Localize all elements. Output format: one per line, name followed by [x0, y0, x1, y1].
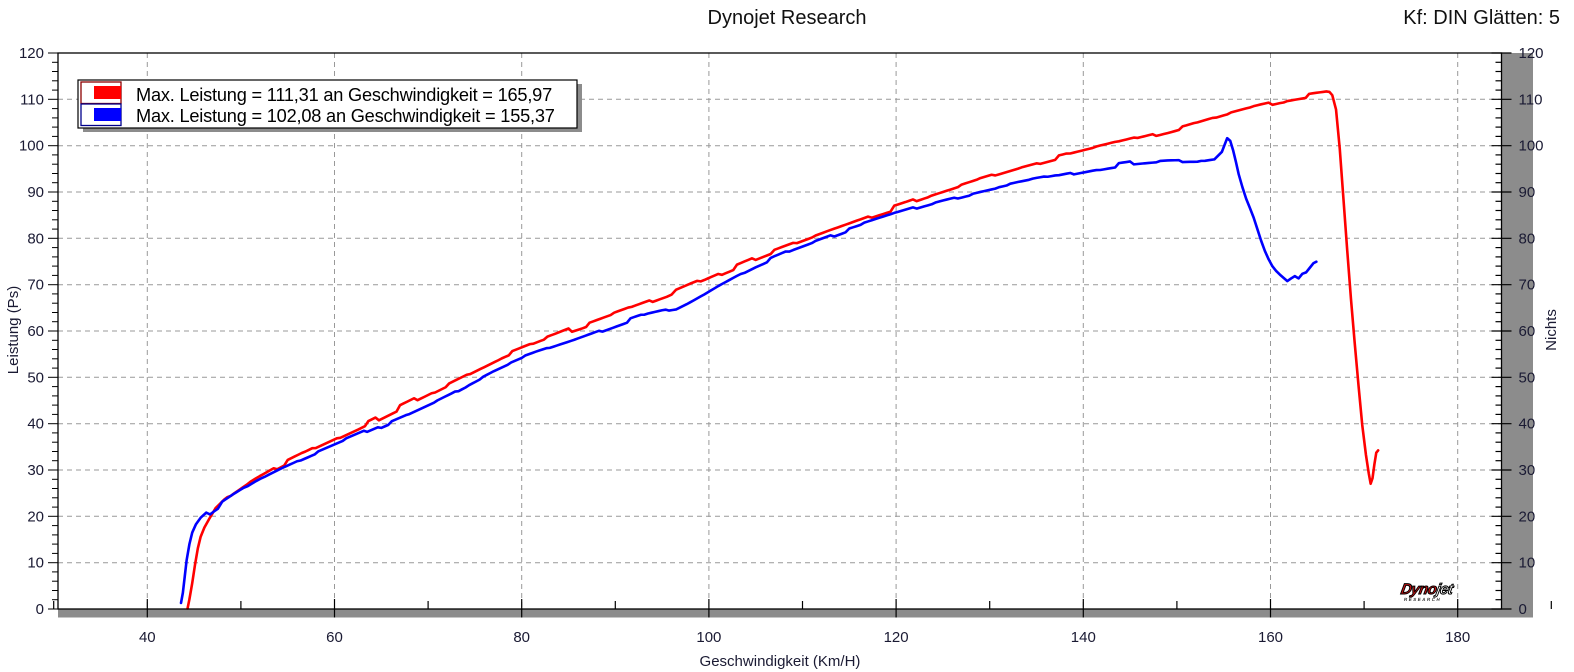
svg-text:120: 120 [884, 629, 909, 646]
svg-text:140: 140 [1071, 629, 1096, 646]
svg-text:60: 60 [326, 629, 343, 646]
svg-text:80: 80 [27, 230, 44, 247]
svg-text:40: 40 [139, 629, 156, 646]
svg-text:50: 50 [1519, 369, 1536, 386]
svg-text:90: 90 [27, 184, 44, 201]
svg-text:100: 100 [1519, 138, 1544, 155]
svg-text:70: 70 [1519, 277, 1536, 294]
svg-text:30: 30 [1519, 462, 1536, 479]
svg-text:110: 110 [1519, 91, 1543, 108]
svg-text:120: 120 [19, 45, 44, 62]
svg-text:180: 180 [1445, 629, 1470, 646]
svg-text:Leistung (Ps): Leistung (Ps) [5, 286, 22, 374]
svg-text:70: 70 [27, 277, 44, 294]
svg-text:40: 40 [1519, 416, 1536, 433]
svg-text:100: 100 [19, 138, 44, 155]
svg-text:120: 120 [1519, 45, 1544, 62]
svg-text:80: 80 [513, 629, 530, 646]
svg-text:160: 160 [1258, 629, 1283, 646]
svg-text:20: 20 [1519, 508, 1536, 525]
svg-text:Nichts: Nichts [1543, 309, 1560, 351]
svg-text:60: 60 [27, 323, 44, 340]
svg-text:Max. Leistung = 111,31 an Gesc: Max. Leistung = 111,31 an Geschwindigkei… [136, 85, 552, 105]
svg-text:40: 40 [27, 416, 44, 433]
svg-text:Max. Leistung = 102,08 an Gesc: Max. Leistung = 102,08 an Geschwindigkei… [136, 106, 555, 126]
svg-text:50: 50 [27, 369, 44, 386]
svg-text:30: 30 [27, 462, 44, 479]
svg-text:110: 110 [20, 91, 44, 108]
svg-text:100: 100 [696, 629, 721, 646]
svg-text:90: 90 [1519, 184, 1536, 201]
svg-text:60: 60 [1519, 323, 1536, 340]
svg-text:20: 20 [27, 508, 44, 525]
svg-text:80: 80 [1519, 230, 1536, 247]
svg-text:10: 10 [1519, 555, 1536, 572]
svg-text:10: 10 [27, 555, 44, 572]
svg-text:0: 0 [36, 601, 44, 618]
svg-text:Geschwindigkeit (Km/H): Geschwindigkeit (Km/H) [700, 653, 861, 670]
